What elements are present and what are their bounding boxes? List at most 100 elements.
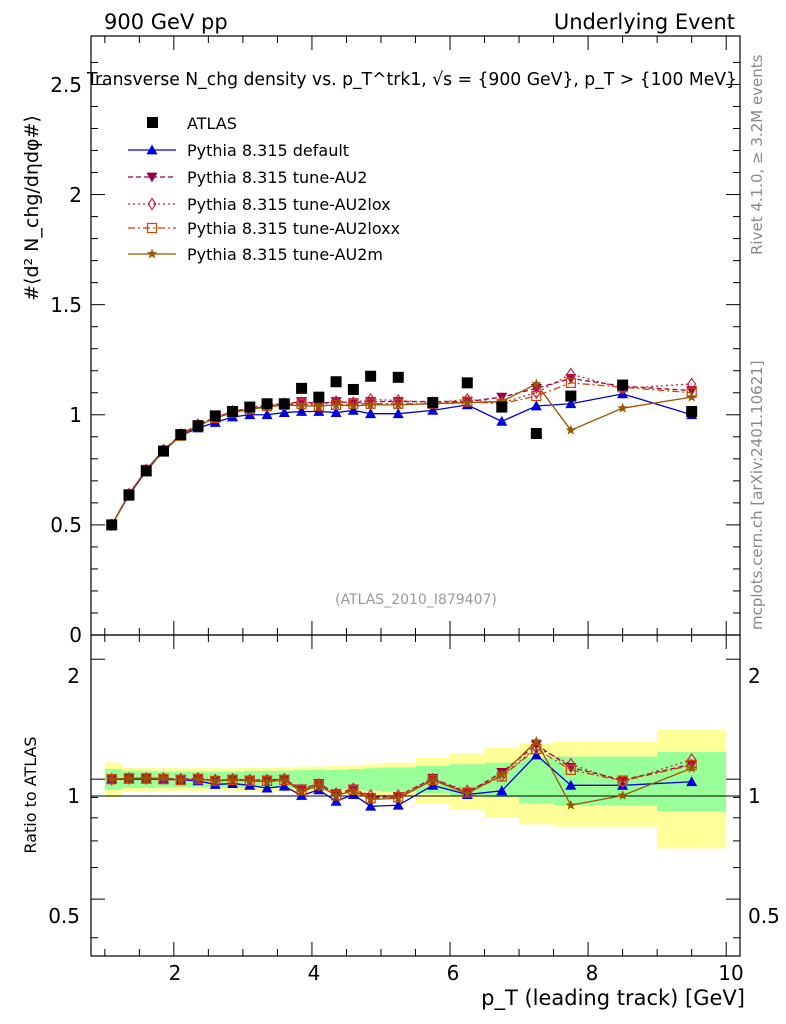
- ratio-series-point: [462, 784, 472, 798]
- atlas-data-point: [261, 398, 273, 410]
- ratio-series-point: [107, 772, 117, 786]
- x-tick-label: 4: [308, 961, 321, 985]
- atlas-data-point: [209, 410, 221, 422]
- ratio-series-point: [348, 785, 359, 796]
- ratio-series-point: [141, 772, 152, 783]
- y-axis-title: #⟨d² N_chg/dηdφ#⟩: [21, 115, 43, 301]
- atlas-data-point: [123, 489, 135, 501]
- ratio-series-point: [296, 786, 307, 797]
- legend-label: Pythia 8.315 tune-AU2lox: [187, 195, 391, 214]
- legend-marker: [146, 248, 158, 259]
- series-point: [496, 396, 507, 406]
- series-point: [347, 404, 359, 415]
- ratio-series-point: [365, 793, 376, 804]
- ratio-series-point: [496, 769, 507, 780]
- series-point: [330, 407, 342, 417]
- ratio-series-point: [565, 799, 577, 810]
- series-point: [330, 399, 342, 410]
- ratio-y-tick-label-right: 0.5: [748, 904, 780, 928]
- series-point: [278, 407, 290, 417]
- ratio-band-inner: [329, 769, 347, 789]
- ratio-series-point: [530, 749, 542, 760]
- legend-label-atlas: ATLAS: [187, 114, 237, 133]
- ratio-series-point: [261, 782, 273, 793]
- rivet-version-label: Rivet 4.1.0, ≥ 3.2M events: [748, 54, 766, 255]
- series-line: [111, 393, 692, 526]
- series-point: [348, 400, 359, 411]
- atlas-data-point: [365, 370, 377, 382]
- ratio-series-point: [565, 764, 576, 775]
- series-point: [392, 408, 404, 419]
- series-point: [531, 386, 541, 400]
- ratio-y-tick-label: 1: [67, 784, 80, 808]
- series-point: [427, 404, 439, 415]
- ratio-series-point: [393, 788, 403, 803]
- axis-ticks: [91, 36, 740, 956]
- ratio-y-tick-labels: 0.5 1 2 0.5 1 2: [48, 664, 780, 928]
- ratio-series-point: [565, 779, 577, 790]
- ratio-series-point: [530, 740, 542, 751]
- ratio-series-point: [617, 790, 628, 800]
- ratio-series-point: [617, 775, 628, 787]
- ratio-series-point: [106, 773, 117, 784]
- series-point: [296, 400, 307, 411]
- analysis-tag: (ATLAS_2010_I879407): [335, 592, 497, 608]
- x-axis-title: p_T (leading track) [GeV]: [481, 986, 745, 1011]
- main-y-tick-label-zero: 0: [69, 623, 82, 647]
- series-point: [365, 399, 376, 410]
- ratio-series-point: [158, 772, 169, 783]
- ratio-series-point: [123, 772, 135, 783]
- atlas-data-point: [686, 405, 698, 417]
- series-point: [530, 383, 542, 394]
- legend-marker-atlas: [147, 117, 158, 128]
- atlas-data-point: [392, 371, 404, 383]
- atlas-data-point: [227, 405, 239, 417]
- ratio-series-point: [210, 775, 221, 786]
- series-point: [313, 400, 325, 411]
- legend: ATLAS Pythia 8.315 default Pythia 8.315 …: [128, 114, 400, 264]
- ratio-y-tick-label: 2: [67, 664, 80, 688]
- atlas-data-point: [106, 519, 118, 531]
- series-point: [686, 391, 697, 402]
- ratio-panel-series: [106, 735, 698, 811]
- series-point: [531, 390, 542, 402]
- x-tick-label: 8: [586, 961, 599, 985]
- atlas-data-point: [530, 427, 542, 439]
- series-point: [261, 409, 273, 420]
- ratio-series-point: [279, 774, 290, 785]
- ratio-series-point: [330, 795, 342, 806]
- x-tick-label: 6: [447, 961, 460, 985]
- series-point: [462, 397, 473, 408]
- ratio-series-point: [393, 792, 404, 803]
- atlas-data-point: [330, 376, 342, 388]
- legend-label: Pythia 8.315 tune-AU2: [187, 168, 367, 187]
- ratio-y-axis-title: Ratio to ATLAS: [21, 736, 40, 853]
- series-point: [617, 402, 628, 413]
- legend-label: Pythia 8.315 default: [187, 141, 349, 160]
- ratio-y-tick-label: 0.5: [48, 904, 80, 928]
- ratio-series-point: [392, 799, 404, 810]
- atlas-data-point: [157, 445, 169, 457]
- series-point: [496, 415, 508, 426]
- ratio-series-point: [566, 757, 576, 771]
- legend-marker: [146, 222, 158, 234]
- ratio-series-point: [244, 775, 255, 786]
- series-point: [531, 378, 542, 389]
- series-point: [530, 400, 542, 411]
- main-y-tick-label: 0.5: [50, 513, 82, 537]
- ratio-band-inner: [363, 768, 381, 791]
- ratio-series-point: [686, 776, 698, 787]
- legend-label: Pythia 8.315 tune-AU2loxx: [187, 219, 400, 238]
- header-process-label: Underlying Event: [554, 10, 735, 34]
- ratio-series-point: [261, 776, 273, 787]
- ratio-series-point: [365, 800, 377, 811]
- ratio-series-point: [227, 774, 238, 785]
- ratio-series-point: [496, 785, 508, 796]
- atlas-data-point: [278, 398, 290, 410]
- legend-marker: [147, 197, 157, 211]
- atlas-data-point: [140, 465, 152, 477]
- series-point: [393, 399, 404, 410]
- ratio-y-tick-label-right: 2: [748, 664, 761, 688]
- legend-marker: [146, 144, 158, 155]
